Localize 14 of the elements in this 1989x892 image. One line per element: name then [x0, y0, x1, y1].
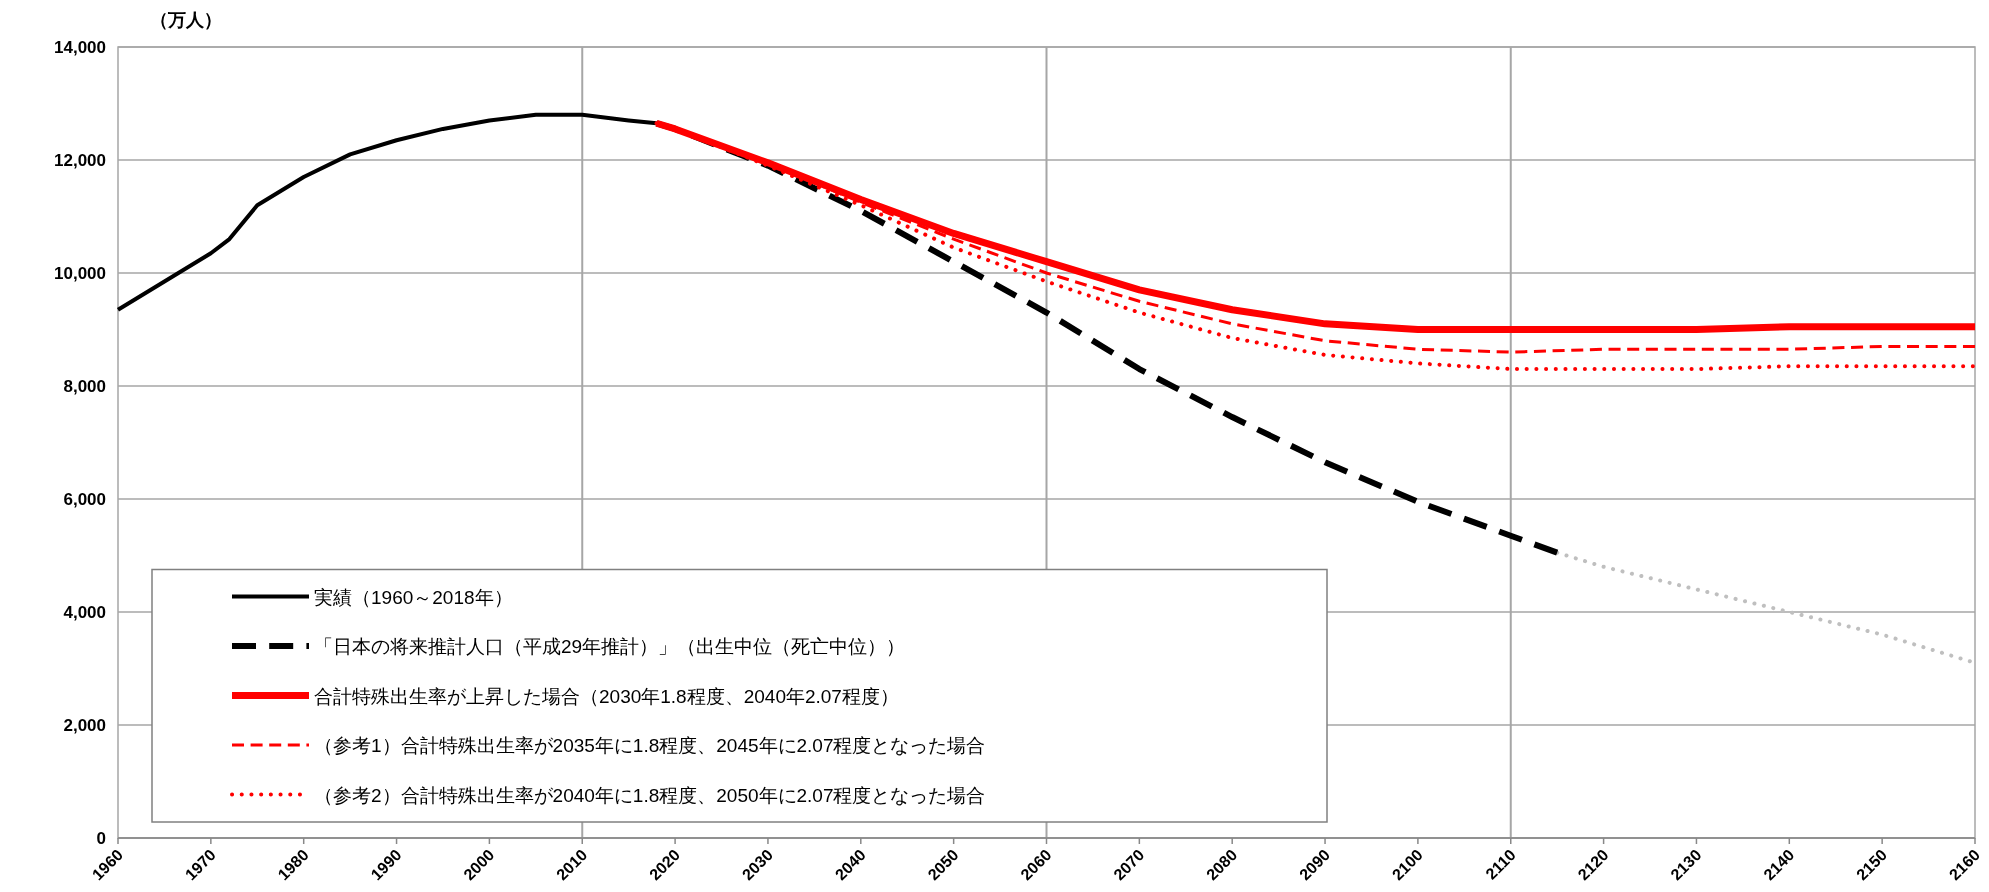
y-tick-label: 4,000 — [63, 603, 106, 622]
y-tick-label: 12,000 — [54, 151, 106, 170]
legend-label: （参考1）合計特殊出生率が2035年に1.8程度、2045年に2.07程度となった場合 — [314, 735, 986, 756]
legend-label: 実績（1960～2018年） — [314, 586, 513, 608]
y-tick-label: 6,000 — [63, 490, 106, 509]
y-tick-label: 0 — [96, 829, 106, 848]
y-tick-label: 8,000 — [63, 377, 106, 396]
y-tick-label: 10,000 — [54, 264, 106, 283]
legend-label: 「日本の将来推計人口（平成29年推計）」（出生中位（死亡中位）） — [314, 636, 906, 657]
legend-label: （参考2）合計特殊出生率が2040年に1.8程度、2050年に2.07程度となった場合 — [314, 784, 986, 806]
y-tick-label: 14,000 — [54, 38, 106, 57]
y-axis-title: （万人） — [150, 10, 222, 30]
legend-label: 合計特殊出生率が上昇した場合（2030年1.8程度、2040年2.07程度） — [314, 685, 899, 707]
y-tick-label: 2,000 — [63, 716, 106, 735]
